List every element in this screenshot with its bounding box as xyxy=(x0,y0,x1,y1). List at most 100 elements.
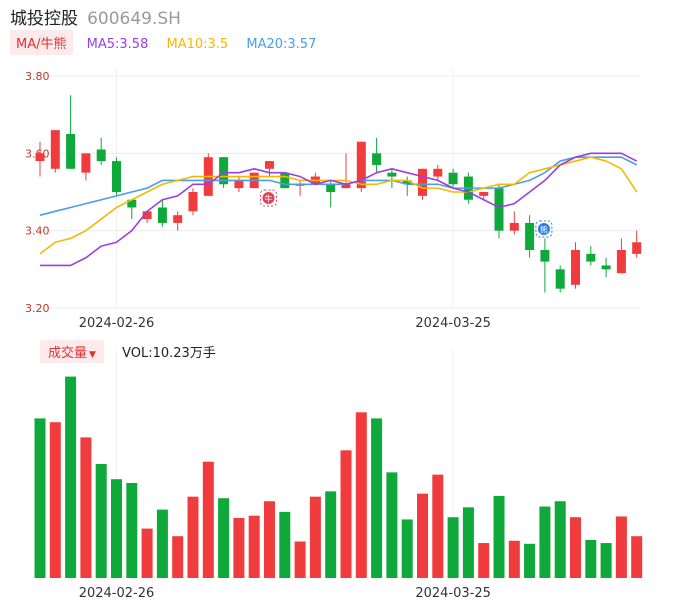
volume-bar xyxy=(65,376,77,578)
volume-bar xyxy=(585,540,597,578)
candle-body xyxy=(280,172,290,189)
caret-down-icon: ▼ xyxy=(89,350,96,360)
volume-bar xyxy=(172,536,184,578)
candle xyxy=(540,238,550,293)
ma-legend: MA/牛熊 MA5:3.58 MA10:3.5 MA20:3.57 xyxy=(10,30,317,55)
candle-body xyxy=(448,172,458,185)
candle-body xyxy=(494,188,504,231)
volume-bar xyxy=(417,493,428,578)
volume-bar xyxy=(325,491,337,578)
marker-frame xyxy=(535,220,553,238)
candle xyxy=(616,238,626,274)
ma5-line xyxy=(40,152,638,267)
volume-x-tick-label: 2024-02-26 xyxy=(79,586,155,601)
price-x-tick-label: 2024-03-25 xyxy=(415,316,491,331)
volume-bar xyxy=(111,479,122,578)
volume-bar xyxy=(371,418,383,578)
candle xyxy=(203,153,213,196)
candle xyxy=(66,95,76,169)
candle-body xyxy=(127,199,137,208)
volume-bar xyxy=(34,418,46,578)
candle xyxy=(448,168,458,189)
y-tick-label: 3.40 xyxy=(25,225,50,238)
volume-bar xyxy=(340,450,352,578)
candle-body xyxy=(341,184,351,189)
volume-bar xyxy=(279,511,291,578)
candle-body xyxy=(479,192,489,196)
candle xyxy=(35,141,45,177)
volume-bar xyxy=(95,464,107,578)
ma10-line xyxy=(39,156,638,255)
volume-bar xyxy=(493,495,505,578)
candle-body xyxy=(433,168,443,177)
candle xyxy=(188,188,198,216)
stock-code: 600649.SH xyxy=(87,9,181,29)
volume-bar xyxy=(432,474,444,578)
candle xyxy=(494,184,504,239)
candle xyxy=(632,230,642,258)
candle xyxy=(112,157,121,196)
candle-body xyxy=(509,222,519,231)
volume-indicator-button[interactable]: 成交量 ▼ xyxy=(40,340,104,363)
candle-body xyxy=(372,153,382,165)
candle xyxy=(387,168,397,189)
candle-body xyxy=(356,141,366,189)
candle xyxy=(173,211,183,231)
candle xyxy=(372,137,382,173)
candle-body xyxy=(35,153,45,162)
candle-body xyxy=(188,192,198,212)
candle-body xyxy=(632,242,642,254)
ma5-label: MA5:3.58 xyxy=(86,37,149,52)
ma20-line xyxy=(39,156,638,216)
candle xyxy=(265,161,274,177)
volume-bar xyxy=(508,540,520,578)
volume-bar xyxy=(294,541,306,578)
ma20-label: MA20:3.57 xyxy=(246,37,317,52)
bear-marker-icon: 熊 xyxy=(535,220,553,238)
volume-legend: 成交量 ▼ VOL:10.23万手 xyxy=(40,340,216,363)
candle xyxy=(433,164,443,181)
marker-label: 熊 xyxy=(540,225,548,235)
candle-body xyxy=(112,161,121,192)
candle-body xyxy=(96,149,106,162)
volume-bar xyxy=(615,516,627,578)
volume-bar xyxy=(524,543,536,578)
candle-body xyxy=(555,269,565,289)
volume-bar xyxy=(478,543,490,578)
volume-bar xyxy=(462,507,474,578)
candle-body xyxy=(525,222,535,250)
candle xyxy=(142,211,152,223)
candle xyxy=(402,176,412,196)
candle-body xyxy=(66,134,76,169)
candle-body xyxy=(586,253,596,262)
candle xyxy=(50,130,60,173)
volume-bar xyxy=(631,536,643,578)
candle xyxy=(586,246,596,266)
volume-value: VOL:10.23万手 xyxy=(122,346,216,361)
volume-bar xyxy=(248,515,260,578)
stock-name: 城投控股 xyxy=(10,9,78,29)
ma-indicator-button[interactable]: MA/牛熊 xyxy=(10,30,73,55)
candle xyxy=(341,153,351,189)
candle xyxy=(157,199,167,227)
candle xyxy=(81,153,91,181)
marker-dot xyxy=(262,192,275,204)
volume-bar xyxy=(187,496,199,578)
candle-body xyxy=(219,157,229,185)
candle-body xyxy=(50,130,60,169)
volume-bar xyxy=(600,543,612,578)
candle-body xyxy=(326,184,336,192)
y-tick-label: 3.80 xyxy=(25,70,50,83)
volume-bar xyxy=(355,412,367,578)
candle-body xyxy=(616,250,626,274)
volume-x-tick-label: 2024-03-25 xyxy=(415,586,491,601)
volume-bar xyxy=(233,517,245,578)
candle xyxy=(479,192,489,200)
volume-bar xyxy=(49,422,61,578)
volume-indicator-label: 成交量 xyxy=(48,346,88,361)
candle-body xyxy=(540,250,550,262)
volume-bar xyxy=(447,517,459,578)
volume-bar xyxy=(264,501,275,578)
candle xyxy=(525,215,535,258)
